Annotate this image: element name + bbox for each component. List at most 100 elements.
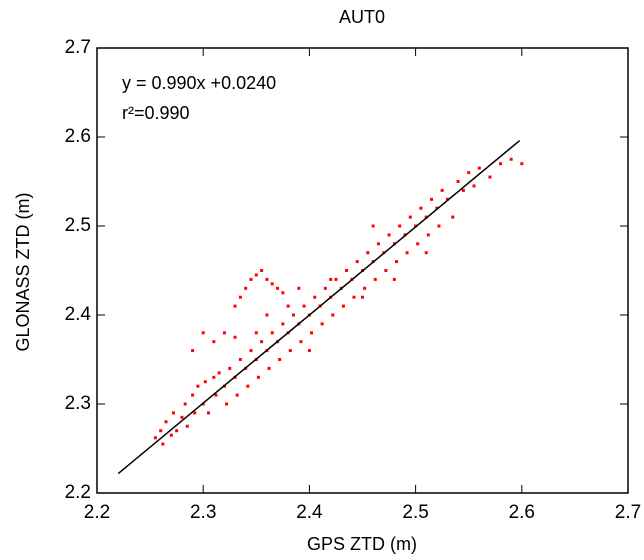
- point: [440, 188, 444, 192]
- point: [408, 215, 412, 219]
- point: [384, 269, 388, 272]
- point: [435, 206, 439, 210]
- point: [185, 424, 189, 428]
- point: [249, 277, 253, 281]
- point: [499, 162, 503, 166]
- point: [405, 251, 409, 255]
- point: [235, 393, 239, 397]
- point: [238, 358, 242, 361]
- point: [366, 251, 370, 255]
- point: [161, 442, 165, 446]
- point: [430, 197, 434, 201]
- y-tick-label: 2.2: [65, 482, 91, 503]
- point: [212, 375, 216, 379]
- point: [345, 269, 349, 272]
- point: [398, 224, 402, 228]
- point: [196, 384, 200, 388]
- point: [153, 436, 157, 440]
- point: [278, 358, 282, 361]
- point: [228, 366, 232, 370]
- point: [254, 273, 258, 277]
- point: [276, 286, 280, 290]
- point: [171, 411, 175, 415]
- point: [201, 331, 205, 335]
- y-tick-label: 2.4: [65, 304, 92, 325]
- point: [361, 295, 364, 299]
- point: [281, 322, 285, 326]
- point: [334, 277, 338, 281]
- point: [302, 304, 306, 308]
- point: [291, 313, 295, 317]
- x-tick-label: 2.4: [296, 502, 323, 523]
- point: [520, 162, 524, 166]
- x-axis-label: GPS ZTD (m): [307, 534, 417, 554]
- point: [394, 260, 398, 264]
- y-tick-label: 2.5: [65, 215, 91, 236]
- point: [373, 277, 377, 281]
- point: [297, 286, 301, 290]
- point: [307, 349, 311, 353]
- point: [461, 188, 465, 192]
- point: [363, 286, 367, 290]
- point: [260, 269, 264, 272]
- point: [310, 331, 314, 335]
- point: [329, 277, 333, 281]
- point: [265, 277, 269, 281]
- point: [256, 375, 260, 379]
- fit-line: [117, 139, 521, 475]
- point: [445, 197, 449, 201]
- point: [288, 349, 292, 353]
- point: [313, 295, 317, 299]
- point: [451, 215, 455, 219]
- point: [355, 260, 359, 264]
- point: [424, 215, 428, 219]
- point: [299, 340, 303, 344]
- y-tick-label: 2.6: [65, 126, 91, 147]
- point: [265, 313, 269, 317]
- point: [456, 180, 460, 183]
- point: [260, 340, 264, 344]
- point: [376, 242, 380, 246]
- point: [183, 402, 187, 406]
- point: [286, 304, 290, 308]
- point: [477, 166, 481, 170]
- point: [225, 402, 229, 406]
- point: [270, 331, 274, 335]
- point: [472, 184, 476, 188]
- point: [214, 393, 218, 397]
- point: [323, 286, 327, 290]
- point: [207, 411, 211, 415]
- x-tick-label: 2.6: [509, 502, 535, 523]
- point: [281, 291, 285, 295]
- x-tick-label: 2.2: [84, 502, 110, 523]
- plot-frame: [96, 47, 629, 494]
- y-axis-label: GLONASS ZTD (m): [13, 192, 33, 351]
- point: [320, 322, 324, 326]
- point: [233, 304, 237, 308]
- point: [233, 335, 237, 339]
- point: [191, 349, 195, 353]
- point: [246, 384, 250, 388]
- point: [193, 411, 197, 415]
- point: [244, 286, 248, 290]
- point: [180, 415, 184, 419]
- point: [267, 366, 271, 370]
- point: [191, 393, 195, 397]
- point: [392, 277, 396, 281]
- point: [467, 171, 471, 175]
- annotation: r²=0.990: [122, 103, 190, 123]
- point: [169, 433, 173, 437]
- point: [419, 206, 423, 210]
- y-tick-label: 2.3: [65, 393, 91, 414]
- point: [212, 340, 216, 344]
- x-tick-label: 2.3: [190, 502, 216, 523]
- y-tick-label: 2.7: [65, 37, 91, 58]
- point: [416, 242, 420, 246]
- point: [159, 429, 163, 433]
- point: [424, 251, 428, 255]
- point: [371, 224, 375, 228]
- point: [509, 157, 513, 161]
- point: [203, 380, 207, 384]
